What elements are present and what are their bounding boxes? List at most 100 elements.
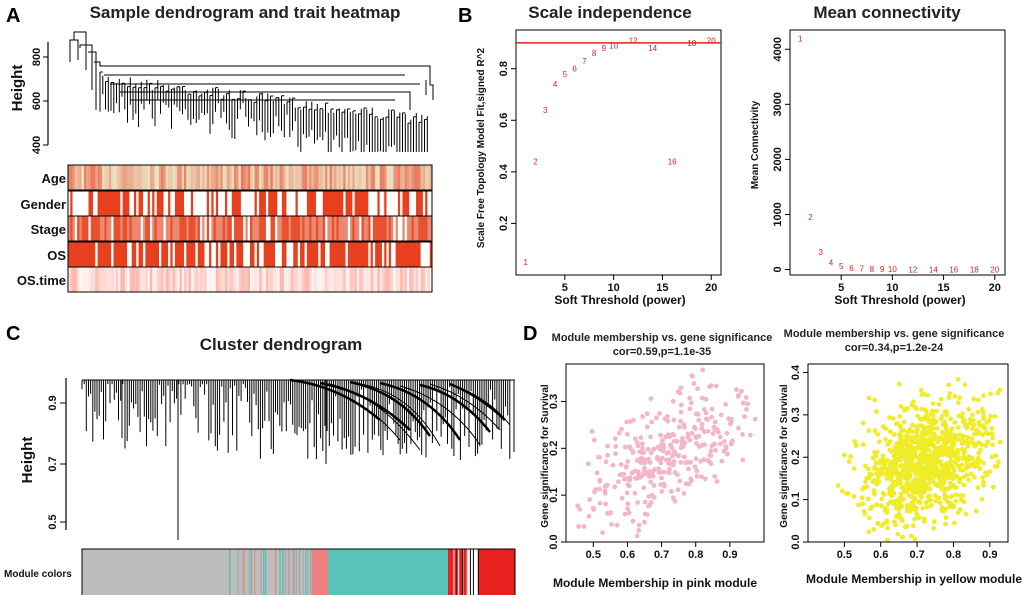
- data-point: [939, 430, 945, 436]
- heatmap-cell: [261, 242, 264, 267]
- heatmap-cell: [366, 242, 369, 267]
- data-point: [835, 483, 841, 488]
- data-point: [742, 414, 747, 420]
- power-label: 2: [533, 158, 538, 167]
- data-point: [972, 474, 977, 480]
- heatmap-cell: [163, 267, 167, 292]
- data-point: [960, 419, 966, 424]
- heatmap-cell: [318, 216, 321, 241]
- heatmap-cell: [122, 242, 126, 267]
- data-point: [917, 472, 923, 478]
- data-point: [659, 475, 664, 481]
- panel-a: A Sample dendrogram and trait heatmap He…: [6, 3, 434, 293]
- heatmap-cell: [211, 165, 214, 190]
- heatmap-cell: [154, 216, 158, 241]
- heatmap-cell: [384, 242, 387, 267]
- data-point: [860, 486, 865, 492]
- heatmap-cell: [315, 267, 319, 292]
- power-label: 3: [818, 248, 823, 257]
- heatmap-cell: [284, 216, 287, 241]
- heatmap-cell: [379, 165, 383, 190]
- heatmap-cell: [236, 242, 239, 267]
- heatmap-cell: [209, 242, 212, 267]
- heatmap-cell: [300, 267, 303, 292]
- heatmap-cell: [325, 267, 328, 292]
- data-point: [740, 457, 746, 463]
- data-point: [971, 422, 977, 428]
- data-point: [926, 419, 932, 424]
- data-point: [920, 505, 926, 511]
- heatmap-cell: [145, 267, 148, 292]
- data-point: [619, 495, 625, 501]
- data-point: [873, 454, 879, 459]
- heatmap-cell: [290, 216, 294, 241]
- heatmap-cell: [429, 191, 433, 216]
- data-point: [709, 406, 715, 412]
- heatmap-cell: [347, 216, 351, 241]
- heatmap-cell: [74, 267, 78, 292]
- x-tick-label: 20: [989, 282, 1001, 294]
- module-color-stripe: [475, 549, 477, 595]
- data-point: [962, 382, 968, 388]
- x-tick-label: 0.6: [620, 549, 635, 561]
- panel-c: C Cluster dendrogram Height 0.5 0.7 0.9 …: [4, 323, 516, 595]
- heatmap-cell: [277, 267, 280, 292]
- heatmap-cell: [350, 242, 353, 267]
- heatmap-cell: [320, 165, 324, 190]
- data-point: [654, 456, 660, 462]
- heatmap-cell: [179, 216, 183, 241]
- data-point: [928, 435, 934, 441]
- heatmap-cell: [213, 216, 217, 241]
- module-color-stripe: [251, 549, 253, 595]
- heatmap-cell: [102, 216, 105, 241]
- data-point: [936, 402, 942, 407]
- heatmap-cell: [250, 165, 253, 190]
- heatmap-cell: [409, 216, 412, 241]
- heatmap-cell: [108, 165, 112, 190]
- data-point: [645, 446, 651, 452]
- heatmap-cell: [361, 267, 365, 292]
- heatmap-cell: [347, 242, 351, 267]
- heatmap-cell: [111, 242, 114, 267]
- heatmap-cell: [97, 242, 101, 267]
- heatmap-cell: [172, 267, 176, 292]
- heatmap-cell: [156, 267, 160, 292]
- heatmap-cell: [304, 165, 308, 190]
- heatmap-cell: [83, 165, 87, 190]
- heatmap-cell: [70, 267, 73, 292]
- heatmap-cell: [174, 191, 178, 216]
- heatmap-cell: [338, 191, 342, 216]
- heatmap-cell: [402, 267, 405, 292]
- data-point: [851, 466, 857, 471]
- x-tick-label: 0.5: [586, 549, 601, 561]
- heatmap-cell: [190, 267, 194, 292]
- heatmap-cell: [129, 267, 132, 292]
- heatmap-cell: [147, 242, 151, 267]
- data-point: [705, 428, 711, 434]
- heatmap-cell: [79, 216, 82, 241]
- heatmap-cell: [190, 165, 194, 190]
- heatmap-cell: [154, 267, 158, 292]
- data-point: [958, 437, 964, 443]
- data-point: [696, 417, 702, 423]
- heatmap-cell: [133, 165, 137, 190]
- heatmap-cell: [77, 242, 80, 267]
- heatmap-cell: [83, 216, 87, 241]
- data-point: [714, 479, 720, 484]
- data-point: [900, 448, 906, 453]
- heatmap-cell: [386, 191, 390, 216]
- heatmap-cell: [215, 165, 219, 190]
- heatmap-cell: [334, 242, 337, 267]
- heatmap-cell: [68, 165, 71, 190]
- data-point: [990, 442, 996, 448]
- data-point: [745, 401, 751, 407]
- heatmap-cell: [275, 165, 278, 190]
- mean-connectivity-ylabel: Mean Connectivity: [750, 100, 761, 189]
- heatmap-cell: [397, 216, 401, 241]
- heatmap-cell: [161, 216, 164, 241]
- data-point: [695, 386, 700, 392]
- heatmap-cell: [343, 165, 346, 190]
- data-point: [876, 467, 881, 473]
- heatmap-cell: [136, 267, 139, 292]
- heatmap-cell: [256, 216, 260, 241]
